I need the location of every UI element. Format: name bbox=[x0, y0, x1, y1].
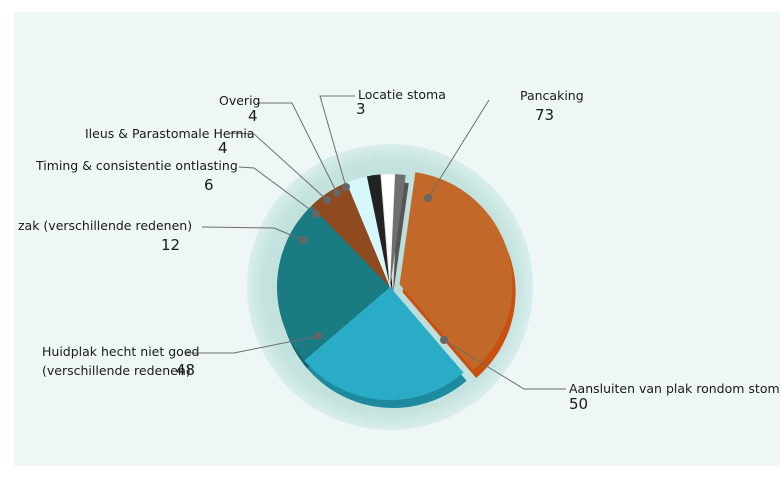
slice-value: 4 bbox=[218, 139, 228, 157]
leader-line bbox=[186, 335, 319, 354]
slice-label: Ileus & Parastomale Hernia bbox=[85, 126, 255, 141]
slice-value: 50 bbox=[569, 395, 588, 413]
slice-label: Aansluiten van plak rondom stoma bbox=[569, 381, 780, 396]
leader-line bbox=[201, 226, 304, 241]
leader-dot bbox=[314, 332, 322, 340]
slice-value: 3 bbox=[356, 100, 366, 118]
slice-label: Pancaking bbox=[520, 88, 584, 103]
leader-line bbox=[257, 102, 338, 194]
slice-label: Timing & consistentie ontlasting bbox=[35, 158, 238, 173]
slice-label: Overig bbox=[219, 93, 260, 108]
pie-chart: Pancaking 73 Aansluiten van plak rondom st… bbox=[18, 87, 780, 430]
leader-line bbox=[443, 339, 566, 390]
pie-slice[interactable] bbox=[390, 174, 406, 287]
pie-slice[interactable] bbox=[304, 287, 464, 401]
leader-dot bbox=[323, 196, 331, 204]
leader-dot bbox=[299, 236, 307, 244]
pie-slice[interactable] bbox=[311, 182, 390, 287]
slice-value: 12 bbox=[161, 236, 180, 254]
pie-slice[interactable] bbox=[399, 172, 513, 370]
leader-line bbox=[427, 99, 490, 199]
leader-line bbox=[319, 95, 355, 188]
chart-panel: Pancaking 73 Aansluiten van plak rondom st… bbox=[14, 12, 780, 466]
leader-line bbox=[229, 132, 328, 201]
slice-label: Huidplak hecht niet goed bbox=[42, 344, 199, 359]
slice-value: 48 bbox=[176, 361, 195, 379]
leader-dot bbox=[312, 210, 320, 218]
leader-dot bbox=[440, 336, 448, 344]
leader-dot bbox=[342, 183, 350, 191]
slice-label: Locatie stoma bbox=[358, 87, 446, 102]
slice-label: zak (verschillende redenen) bbox=[18, 218, 192, 233]
pie-slice[interactable] bbox=[346, 176, 390, 287]
slice-value: 4 bbox=[248, 107, 258, 125]
slice-value: 73 bbox=[535, 106, 554, 124]
leader-dot bbox=[424, 194, 432, 202]
slice-label-line2: (verschillende redenen) bbox=[42, 363, 191, 378]
leader-dot bbox=[333, 189, 341, 197]
pie-slice[interactable] bbox=[366, 174, 390, 287]
leader-line bbox=[238, 166, 317, 215]
slice-value: 6 bbox=[204, 176, 214, 194]
pie-slice[interactable] bbox=[380, 173, 396, 288]
pie-slice[interactable] bbox=[276, 205, 390, 361]
